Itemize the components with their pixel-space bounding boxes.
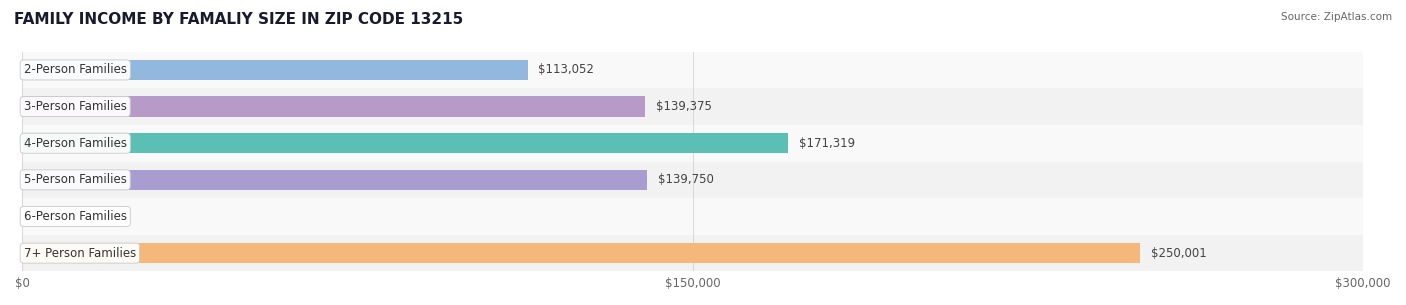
Text: $139,750: $139,750 [658,173,714,186]
Text: 7+ Person Families: 7+ Person Families [24,247,136,260]
Bar [22,162,1364,198]
Text: Source: ZipAtlas.com: Source: ZipAtlas.com [1281,12,1392,22]
Text: 6-Person Families: 6-Person Families [24,210,127,223]
Bar [22,60,527,80]
Bar [22,170,647,190]
Text: $139,375: $139,375 [657,100,711,113]
Text: $171,319: $171,319 [799,137,855,150]
Bar [22,88,1364,125]
Text: 3-Person Families: 3-Person Families [24,100,127,113]
Text: FAMILY INCOME BY FAMALIY SIZE IN ZIP CODE 13215: FAMILY INCOME BY FAMALIY SIZE IN ZIP COD… [14,12,464,27]
Text: 4-Person Families: 4-Person Families [24,137,127,150]
Text: 2-Person Families: 2-Person Families [24,63,127,77]
Text: $0: $0 [34,210,48,223]
Bar [22,125,1364,162]
Bar [22,198,1364,235]
Bar [22,96,645,117]
Bar [22,52,1364,88]
Bar [22,235,1364,271]
Bar [22,243,1140,263]
Text: $113,052: $113,052 [538,63,595,77]
Text: $250,001: $250,001 [1150,247,1206,260]
Text: 5-Person Families: 5-Person Families [24,173,127,186]
Bar [22,133,789,153]
